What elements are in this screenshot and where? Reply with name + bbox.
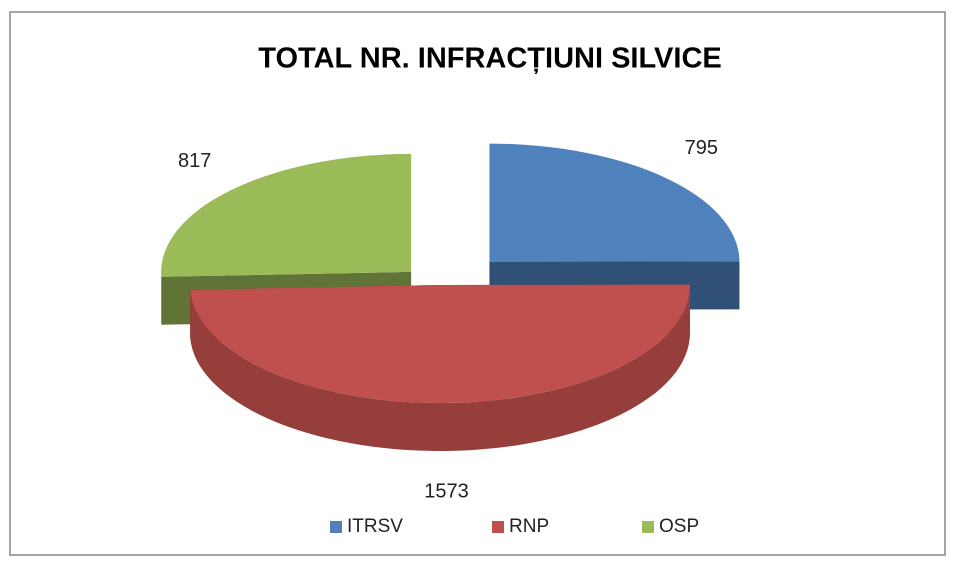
- legend-swatch: [642, 521, 654, 533]
- chart-border: [9, 11, 946, 556]
- legend-label: OSP: [659, 516, 699, 537]
- legend-swatch: [330, 521, 342, 533]
- legend-label: ITRSV: [347, 516, 403, 537]
- legend-label: RNP: [509, 516, 549, 537]
- slice-top: [190, 284, 691, 404]
- data-label: 795: [685, 137, 718, 159]
- data-label: 817: [178, 150, 211, 172]
- slice-wall: [190, 285, 691, 452]
- pie-slice: [190, 284, 691, 452]
- legend-swatch: [492, 521, 504, 533]
- slice-top: [489, 143, 740, 262]
- slice-top: [161, 153, 412, 277]
- chart-title: TOTAL NR. INFRACȚIUNI SILVICE: [258, 43, 721, 75]
- data-label: 1573: [424, 481, 469, 503]
